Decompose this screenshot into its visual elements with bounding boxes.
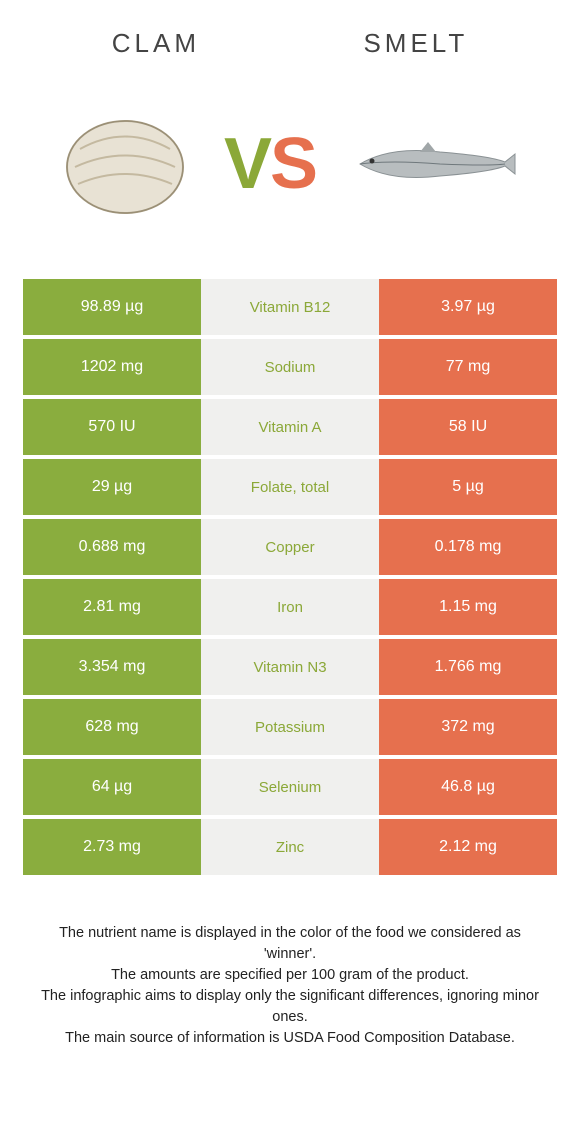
nutrient-name: Copper [201, 519, 379, 575]
footer-notes: The nutrient name is displayed in the co… [0, 923, 580, 1049]
table-row: 2.81 mgIron1.15 mg [23, 579, 557, 635]
smelt-icon [350, 134, 520, 194]
value-right: 372 mg [379, 699, 557, 755]
nutrient-name: Vitamin A [201, 399, 379, 455]
value-left: 3.354 mg [23, 639, 201, 695]
nutrient-name: Folate, total [201, 459, 379, 515]
nutrient-name: Vitamin B12 [201, 279, 379, 335]
table-row: 628 mgPotassium372 mg [23, 699, 557, 755]
table-row: 64 µgSelenium46.8 µg [23, 759, 557, 815]
footer-line-3: The infographic aims to display only the… [36, 986, 544, 1028]
table-row: 570 IUVitamin A58 IU [23, 399, 557, 455]
table-row: 1202 mgSodium77 mg [23, 339, 557, 395]
value-left: 0.688 mg [23, 519, 201, 575]
value-right: 58 IU [379, 399, 557, 455]
images-row: V S [0, 99, 580, 229]
nutrient-name: Iron [201, 579, 379, 635]
value-right: 1.15 mg [379, 579, 557, 635]
value-right: 46.8 µg [379, 759, 557, 815]
nutrient-name: Potassium [201, 699, 379, 755]
table-row: 3.354 mgVitamin N31.766 mg [23, 639, 557, 695]
nutrient-name: Sodium [201, 339, 379, 395]
nutrient-table: 98.89 µgVitamin B123.97 µg1202 mgSodium7… [23, 279, 557, 875]
nutrient-name: Vitamin N3 [201, 639, 379, 695]
vs-label: V S [224, 123, 316, 205]
table-row: 98.89 µgVitamin B123.97 µg [23, 279, 557, 335]
vs-v: V [224, 123, 270, 205]
footer-line-2: The amounts are specified per 100 gram o… [36, 965, 544, 986]
value-right: 1.766 mg [379, 639, 557, 695]
value-right: 2.12 mg [379, 819, 557, 875]
value-right: 77 mg [379, 339, 557, 395]
value-right: 0.178 mg [379, 519, 557, 575]
table-row: 29 µgFolate, total5 µg [23, 459, 557, 515]
value-left: 98.89 µg [23, 279, 201, 335]
title-right: Smelt [363, 28, 468, 59]
value-left: 29 µg [23, 459, 201, 515]
table-row: 2.73 mgZinc2.12 mg [23, 819, 557, 875]
value-right: 3.97 µg [379, 279, 557, 335]
value-left: 570 IU [23, 399, 201, 455]
value-right: 5 µg [379, 459, 557, 515]
value-left: 628 mg [23, 699, 201, 755]
clam-icon [60, 109, 190, 219]
nutrient-name: Zinc [201, 819, 379, 875]
value-left: 2.81 mg [23, 579, 201, 635]
header: Clam Smelt [0, 28, 580, 59]
vs-s: S [270, 123, 316, 205]
footer-line-4: The main source of information is USDA F… [36, 1028, 544, 1049]
value-left: 64 µg [23, 759, 201, 815]
value-left: 1202 mg [23, 339, 201, 395]
nutrient-name: Selenium [201, 759, 379, 815]
title-left: Clam [112, 28, 200, 59]
table-row: 0.688 mgCopper0.178 mg [23, 519, 557, 575]
footer-line-1: The nutrient name is displayed in the co… [36, 923, 544, 965]
value-left: 2.73 mg [23, 819, 201, 875]
